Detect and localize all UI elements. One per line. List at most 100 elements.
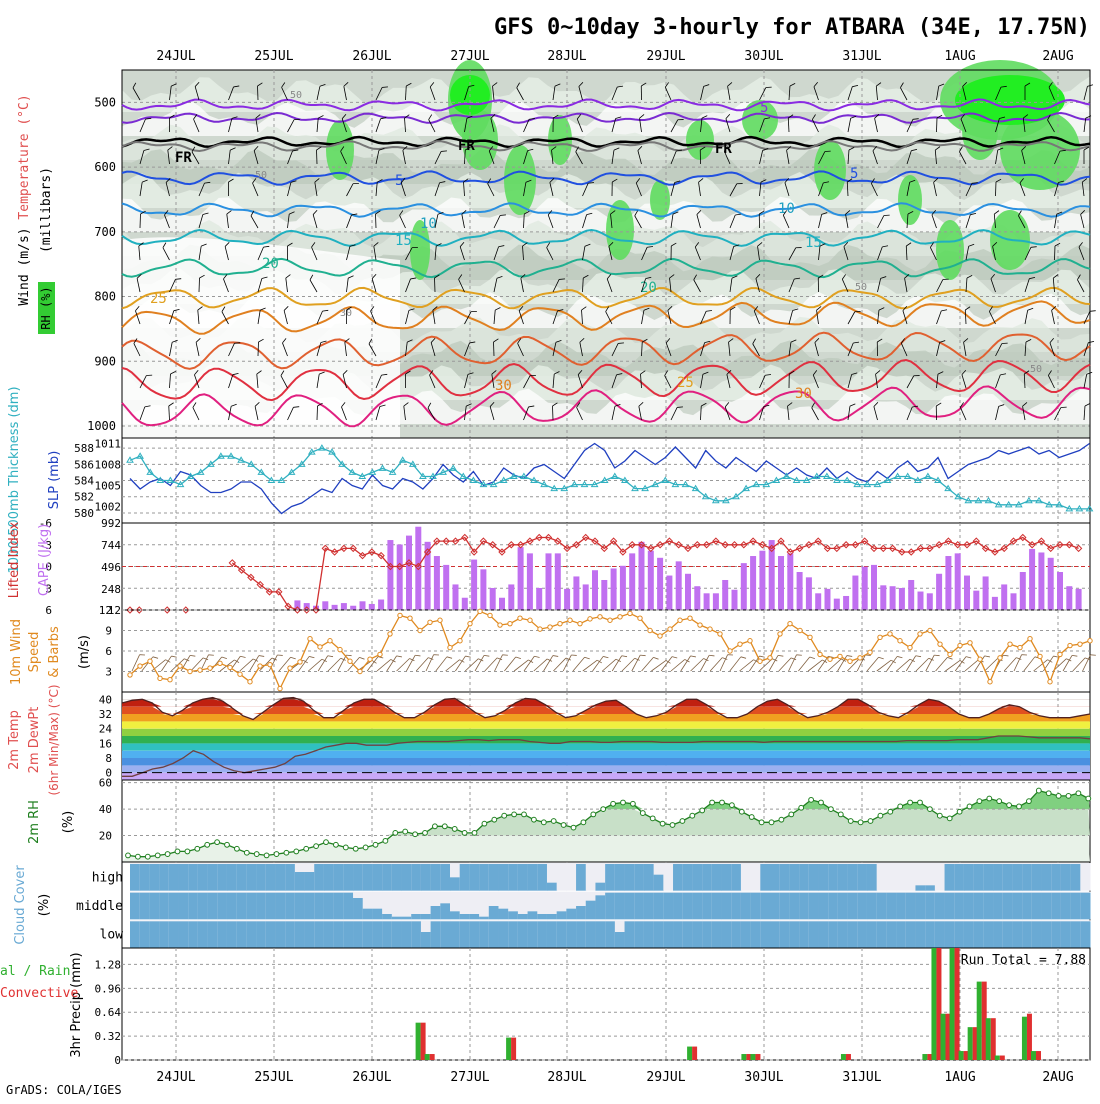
surface-wind-barb <box>681 654 696 673</box>
surface-wind-staff <box>671 659 685 671</box>
wind10m-point <box>1068 643 1072 647</box>
surface-wind-flag <box>447 655 452 660</box>
cloud-cell-low <box>828 921 838 948</box>
surface-wind-barb <box>1063 654 1077 674</box>
rh2m-point <box>403 829 408 834</box>
rh2m-point <box>730 803 735 808</box>
cloud-cell-low <box>440 921 450 948</box>
wind10m-point <box>718 632 722 636</box>
cloud-cell-high <box>547 883 557 891</box>
rh2m-point <box>343 845 348 850</box>
wind10m-point <box>708 627 712 631</box>
cloud-cell-low <box>644 921 654 948</box>
wind10m-point <box>528 618 532 622</box>
rh2m-point <box>650 816 655 821</box>
cloud-cell-high <box>683 864 693 891</box>
cloud-cell-low <box>508 921 518 948</box>
rh2m-point <box>1007 803 1012 808</box>
wind10m-point <box>148 659 152 663</box>
surface-wind-staff <box>1014 655 1022 671</box>
cape-bar <box>1057 572 1063 610</box>
surface-wind-staff <box>612 656 622 671</box>
isotherm-label: FR <box>715 141 732 157</box>
surface-wind-barb <box>308 658 326 675</box>
wind10m-point <box>238 672 242 676</box>
cloud-cell-high <box>498 864 508 891</box>
wind10m-point <box>178 664 182 668</box>
cloud-cell-high <box>382 864 392 891</box>
rh2m-point <box>997 799 1002 804</box>
date-label-bottom: 2AUG <box>1042 1070 1073 1085</box>
cloud-cell-high <box>673 864 683 891</box>
cloud-cell-high <box>479 864 489 891</box>
cape-bar <box>815 593 821 610</box>
surface-wind-flag <box>934 653 939 657</box>
cloud-cell-middle <box>857 893 867 920</box>
wind10m-point <box>128 673 132 677</box>
pressure-tick-label: 800 <box>94 290 116 304</box>
surface-wind-barb <box>465 657 483 674</box>
cloud-cell-low <box>945 921 955 948</box>
cape-bar <box>332 605 338 610</box>
wind10m-point <box>388 632 392 636</box>
cloud-cell-high <box>169 864 179 891</box>
rh2m-point <box>829 807 834 812</box>
surface-wind-flag <box>603 655 608 660</box>
cape-bar <box>1029 549 1035 610</box>
temp-tick: 8 <box>105 752 112 765</box>
rh2m-point <box>690 813 695 818</box>
surface-wind-barb <box>279 656 296 675</box>
cape-bar <box>918 592 924 610</box>
wind10m-point <box>928 628 932 632</box>
cloud-cell-middle <box>1042 893 1052 920</box>
wind10m-point <box>318 645 322 649</box>
rh2m-point <box>244 850 249 855</box>
rh2m-point <box>304 846 309 851</box>
wind10m-point <box>768 656 772 660</box>
rh2m-point <box>462 831 467 836</box>
cloud-cell-middle <box>1003 893 1013 920</box>
cape-bar <box>750 556 756 610</box>
temp-band <box>122 773 1090 780</box>
surface-wind-staff <box>661 657 672 671</box>
date-label-bottom: 31JUL <box>842 1070 881 1085</box>
cloud-cell-middle <box>1071 893 1081 920</box>
surface-wind-staff <box>593 656 604 671</box>
cape-bar <box>350 606 356 610</box>
date-label-top: 28JUL <box>547 49 586 64</box>
surface-wind-staff <box>387 656 397 671</box>
surface-wind-staff <box>700 655 709 671</box>
wind10m-point <box>198 668 202 672</box>
cloud-cell-high <box>460 864 470 891</box>
cloud-cell-high <box>1071 864 1081 891</box>
cloud-cell-high <box>130 864 140 891</box>
wind10m-point <box>398 613 402 617</box>
cloud-cell-low <box>1003 921 1013 948</box>
cloud-cell-low <box>789 921 799 948</box>
cloud-cell-middle <box>731 893 741 920</box>
surface-wind-staff <box>152 660 166 671</box>
cape-bar <box>676 561 682 610</box>
cloud-cell-middle <box>906 893 916 920</box>
cape-bar <box>834 599 840 610</box>
cloud-cell-low <box>586 921 596 948</box>
cloud-cell-low <box>353 921 363 948</box>
rh2m-point <box>581 820 586 825</box>
cloud-cell-middle <box>886 893 896 920</box>
ylabel-part: Temperature (°C) <box>17 94 32 219</box>
cloud-cell-low <box>925 921 935 948</box>
wind10m-point <box>138 664 142 668</box>
cloud-cell-low <box>188 921 198 948</box>
cloud-cell-middle <box>586 901 596 920</box>
cape-bar <box>1048 558 1054 610</box>
rh2m-point <box>393 831 398 836</box>
cloud-cell-middle <box>392 917 402 920</box>
surface-wind-staff <box>642 657 654 671</box>
rh-humid-blob <box>326 120 354 180</box>
precip-tick: 0 <box>114 1054 121 1067</box>
cloud-cell-middle <box>848 893 858 920</box>
surface-wind-staff <box>514 660 528 671</box>
surface-wind-staff <box>955 657 966 671</box>
cloud-cell-low <box>877 921 887 948</box>
surface-wind-barb <box>651 659 670 675</box>
